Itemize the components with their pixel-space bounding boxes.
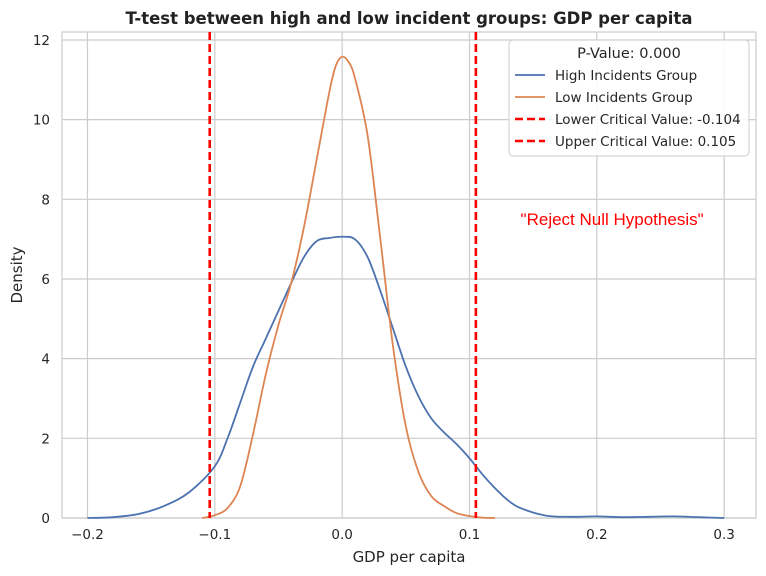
- gridlines: [62, 32, 756, 519]
- y-tick-label: 0: [41, 511, 50, 527]
- y-tick-label: 8: [41, 192, 50, 208]
- low-incidents-group-line: [201, 55, 495, 519]
- x-tick-label: 0.0: [331, 527, 352, 543]
- y-tick-label: 10: [33, 113, 50, 129]
- high-incidents-group-line: [87, 235, 725, 519]
- y-tick-label: 6: [41, 272, 50, 288]
- x-axis-ticks: −0.2 −0.1 0.0 0.1 0.2 0.3: [71, 527, 735, 543]
- y-axis-label: Density: [8, 246, 26, 303]
- x-tick-label: 0.3: [713, 527, 734, 543]
- legend-label-lower-critical-value-0-104: Lower Critical Value: -0.104: [555, 112, 741, 128]
- x-tick-label: −0.2: [71, 527, 104, 543]
- series-layer: [87, 32, 725, 519]
- x-axis-label: GDP per capita: [353, 548, 466, 566]
- legend-label-high-incidents-group: High Incidents Group: [555, 68, 697, 84]
- legend-label-low-incidents-group: Low Incidents Group: [555, 90, 693, 106]
- x-tick-label: 0.2: [586, 527, 607, 543]
- y-axis-ticks: 0 2 4 6 8 10 12: [33, 33, 50, 527]
- legend-title: P-Value: 0.000: [577, 46, 681, 62]
- y-tick-label: 2: [41, 431, 50, 447]
- legend-label-upper-critical-value-0-105: Upper Critical Value: 0.105: [555, 134, 736, 150]
- x-tick-label: −0.1: [198, 527, 231, 543]
- x-tick-label: 0.1: [459, 527, 480, 543]
- y-tick-label: 4: [41, 352, 50, 368]
- reject-null-annotation: "Reject Null Hypothesis": [521, 210, 704, 229]
- y-tick-label: 12: [33, 33, 50, 49]
- chart-title: T-test between high and low incident gro…: [126, 9, 693, 28]
- legend: P-Value: 0.000 High Incidents Group Low I…: [508, 39, 750, 157]
